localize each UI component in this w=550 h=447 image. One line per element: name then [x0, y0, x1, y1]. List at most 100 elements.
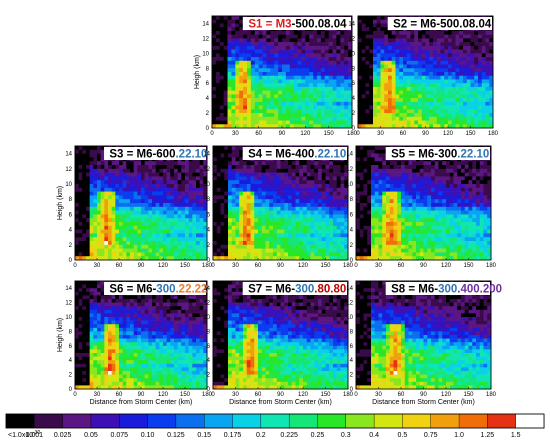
- heatmap-cell: [386, 252, 391, 257]
- heatmap-cell: [295, 252, 300, 257]
- heatmap-cell: [212, 86, 217, 91]
- heatmap-cell: [313, 75, 318, 80]
- heatmap-cell: [280, 256, 285, 261]
- heatmap-cell: [285, 53, 291, 58]
- heatmap-cell: [246, 206, 251, 211]
- heatmap-cell: [220, 176, 225, 181]
- heatmap-cell: [219, 120, 224, 125]
- x-tick-label: 30: [232, 131, 239, 137]
- heatmap-cell: [97, 248, 101, 253]
- heatmap-cell: [119, 187, 123, 192]
- heatmap-cell: [170, 184, 175, 189]
- heatmap-cell: [333, 172, 338, 177]
- heatmap-cell: [89, 237, 94, 242]
- heatmap-cell: [455, 105, 460, 110]
- heatmap-cell: [250, 38, 256, 43]
- heatmap-cell: [148, 187, 153, 192]
- heatmap-cell: [144, 229, 149, 234]
- heatmap-cell: [227, 45, 232, 50]
- heatmap-cell: [188, 222, 193, 227]
- heatmap-cell: [235, 187, 240, 192]
- heatmap-cell: [440, 101, 445, 106]
- heatmap-cell: [380, 38, 385, 43]
- heatmap-cell: [89, 248, 94, 253]
- heatmap-cell: [348, 86, 353, 91]
- heatmap-cell: [429, 68, 434, 73]
- heatmap-cell: [348, 109, 353, 114]
- heatmap-cell: [130, 233, 134, 238]
- heatmap-cell: [421, 98, 426, 103]
- heatmap-cell: [215, 27, 221, 32]
- heatmap-cell: [133, 218, 138, 223]
- heatmap-cell: [122, 244, 127, 249]
- heatmap-cell: [361, 45, 366, 50]
- heatmap-cell: [293, 109, 298, 114]
- heatmap-cell: [401, 237, 406, 242]
- heatmap-cell: [303, 241, 308, 246]
- heatmap-cell: [247, 98, 252, 103]
- heatmap-cell: [78, 187, 83, 192]
- heatmap-cell: [382, 191, 387, 196]
- heatmap-cell: [399, 83, 404, 88]
- heatmap-cell: [166, 176, 171, 181]
- heatmap-cell: [288, 206, 293, 211]
- heatmap-cell: [276, 206, 281, 211]
- heatmap-cell: [93, 176, 98, 181]
- heatmap-cell: [266, 105, 271, 110]
- heatmap-cell: [371, 149, 376, 154]
- heatmap-cell: [215, 83, 221, 88]
- heatmap-cell: [231, 42, 236, 47]
- heatmap-cell: [223, 101, 228, 106]
- heatmap-cell: [144, 176, 149, 181]
- heatmap-cell: [223, 116, 228, 121]
- heatmap-cell: [152, 180, 156, 185]
- heatmap-cell: [216, 241, 221, 246]
- heatmap-cell: [295, 206, 300, 211]
- heatmap-cell: [325, 199, 330, 204]
- heatmap-cell: [320, 45, 326, 50]
- heatmap-cell: [93, 218, 98, 223]
- heatmap-cell: [291, 161, 296, 166]
- heatmap-cell: [137, 180, 142, 185]
- heatmap-cell: [75, 180, 79, 185]
- heatmap-cell: [329, 206, 334, 211]
- heatmap-cell: [254, 45, 259, 50]
- heatmap-cell: [429, 83, 434, 88]
- heatmap-cell: [336, 206, 341, 211]
- heatmap-cell: [231, 16, 236, 21]
- heatmap-cell: [196, 237, 200, 242]
- heatmap-cell: [344, 252, 349, 257]
- heatmap-cell: [216, 210, 221, 215]
- heatmap-cell: [119, 256, 123, 261]
- heatmap-cell: [380, 60, 385, 65]
- heatmap-cell: [336, 116, 341, 121]
- heatmap-cell: [301, 79, 306, 84]
- heatmap-cell: [466, 64, 471, 69]
- heatmap-cell: [485, 49, 490, 54]
- heatmap-cell: [163, 184, 167, 189]
- heatmap-cell: [365, 64, 370, 69]
- heatmap-cell: [133, 161, 138, 166]
- heatmap-cell: [384, 34, 389, 39]
- heatmap-cell: [455, 109, 460, 114]
- heatmap-cell: [380, 42, 385, 47]
- heatmap-cell: [104, 187, 109, 192]
- heatmap-cell: [395, 120, 400, 125]
- heatmap-cell: [395, 98, 400, 103]
- heatmap-cell: [239, 191, 244, 196]
- heatmap-cell: [266, 120, 271, 125]
- heatmap-cell: [97, 165, 101, 170]
- heatmap-cell: [421, 64, 426, 69]
- heatmap-cell: [199, 237, 204, 242]
- heatmap-cell: [382, 157, 387, 162]
- heatmap-cell: [223, 23, 228, 28]
- heatmap-cell: [243, 252, 248, 257]
- heatmap-cell: [228, 218, 233, 223]
- heatmap-cell: [126, 184, 131, 189]
- heatmap-cell: [181, 214, 186, 219]
- heatmap-cell: [227, 98, 232, 103]
- x-tick-label: 60: [400, 131, 407, 137]
- heatmap-cell: [410, 64, 415, 69]
- heatmap-cell: [192, 252, 197, 257]
- heatmap-cell: [301, 45, 306, 50]
